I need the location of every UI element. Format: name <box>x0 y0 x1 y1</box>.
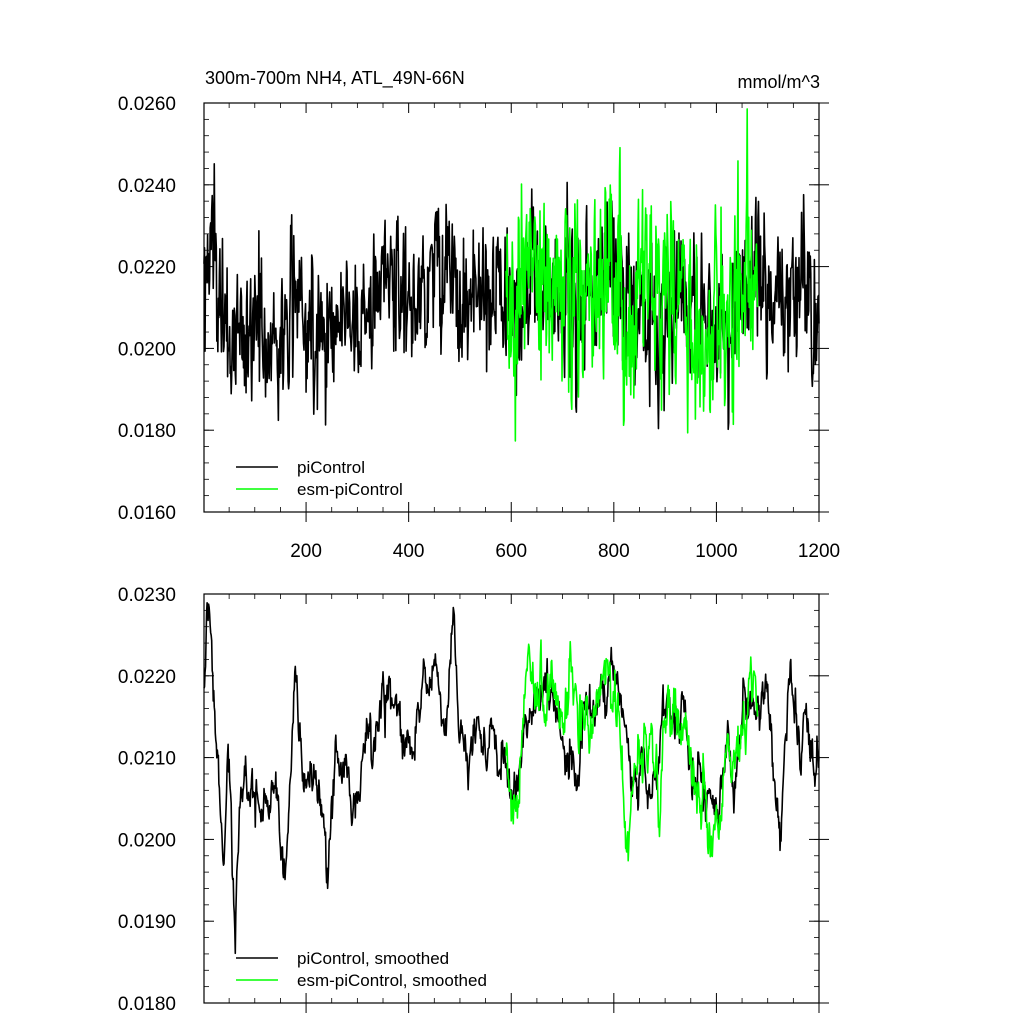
x-tick-label: 600 <box>495 541 527 562</box>
bottom-legend: piControl, smoothed esm-piControl, smooth… <box>236 949 487 990</box>
bottom-axes: 0.0180 0.0190 0.0200 0.0210 0.0220 0.0230 <box>118 585 829 1015</box>
top-axes: 200 400 600 800 1000 1200 0.0160 0.0180 0.0200 0.… <box>118 94 840 562</box>
legend-label: piControl, smoothed <box>297 949 449 968</box>
top-panel: 300m-700m NH4, ATL_49N-66N mmol/m^3 200 4… <box>118 68 840 562</box>
y-tick-label: 0.0210 <box>118 749 176 770</box>
top-legend: piControl esm-piControl <box>236 458 403 499</box>
y-tick-label: 0.0180 <box>118 994 176 1015</box>
x-tick-label: 1000 <box>695 541 737 562</box>
y-tick-label: 0.0180 <box>118 421 176 442</box>
x-tick-label: 1200 <box>798 541 840 562</box>
series-line-esm-picontrol-smoothed <box>505 639 759 862</box>
y-tick-label: 0.0190 <box>118 912 176 933</box>
series-line-esm-picontrol <box>505 108 759 442</box>
chart-title: 300m-700m NH4, ATL_49N-66N <box>205 68 465 89</box>
legend-label: esm-piControl <box>297 480 403 499</box>
legend-label: piControl <box>297 458 365 477</box>
y-tick-label: 0.0240 <box>118 176 176 197</box>
y-tick-label: 0.0220 <box>118 258 176 279</box>
x-tick-label: 400 <box>393 541 425 562</box>
y-tick-label: 0.0200 <box>118 830 176 851</box>
top-series-group <box>203 108 820 442</box>
units-label: mmol/m^3 <box>738 72 820 92</box>
y-tick-label: 0.0160 <box>118 503 176 524</box>
x-tick-label: 800 <box>598 541 630 562</box>
series-line-picontrol-smoothed <box>203 601 820 955</box>
bottom-series-group <box>203 601 820 955</box>
legend-label: esm-piControl, smoothed <box>297 971 487 990</box>
y-tick-label: 0.0230 <box>118 585 176 606</box>
y-tick-label: 0.0220 <box>118 667 176 688</box>
bottom-panel: 0.0180 0.0190 0.0200 0.0210 0.0220 0.0230 piC… <box>118 585 829 1015</box>
x-tick-label: 200 <box>290 541 322 562</box>
y-tick-label: 0.0260 <box>118 94 176 115</box>
y-tick-label: 0.0200 <box>118 339 176 360</box>
